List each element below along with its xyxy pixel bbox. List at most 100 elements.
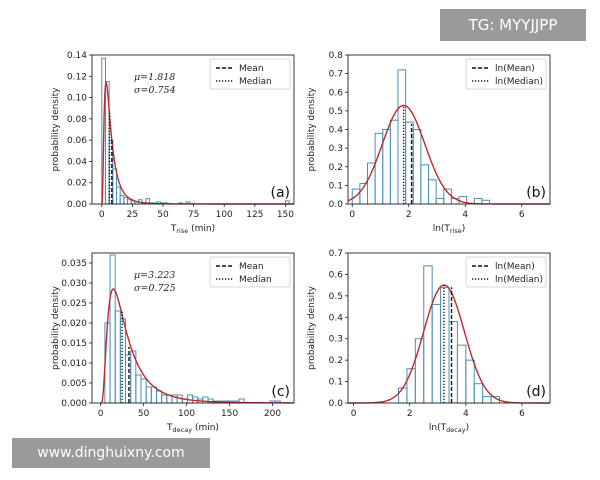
legend-box: [209, 256, 291, 288]
hist-bar: [398, 387, 408, 404]
hist-bar: [119, 318, 127, 404]
x-tick-label: 0: [349, 210, 355, 220]
x-axis-label: ln(Trise): [433, 224, 466, 235]
legend-mean-label: Mean: [239, 64, 264, 74]
panel-b: 0 2 4 6 0.0 0.1 0.2 0.3 0.4 0.5 0.6 0.7 0.8 ln(Trise)…: [307, 51, 551, 235]
x-axis-label-sub: decay: [173, 426, 193, 434]
y-tick-label: 0.14: [67, 51, 87, 61]
y-tick-label: 0.005: [61, 379, 87, 389]
hist-bar: [135, 374, 142, 404]
hist-bar: [145, 386, 152, 404]
x-tick-label: 75: [188, 210, 199, 220]
hist-bar: [473, 383, 484, 404]
y-tick-label: 0.015: [61, 339, 87, 349]
y-tick-label: 0.00: [67, 200, 87, 210]
y-tick-label: 0.000: [61, 399, 87, 409]
fit-curve: [101, 80, 294, 205]
hist-bar: [112, 168, 117, 205]
x-tick-label: 125: [246, 210, 263, 220]
x-tick-label: 6: [519, 210, 525, 220]
x-axis-label-main: ln(T: [429, 423, 447, 433]
stats-annotation: μ=3.223: [134, 270, 175, 281]
y-tick-label: 0.7: [329, 70, 343, 80]
x-tick-label: 200: [264, 409, 281, 419]
x-axis-label-sub: rise: [176, 227, 188, 235]
y-axis-label: probability density: [307, 285, 317, 370]
hist-bar: [374, 132, 384, 205]
x-axis-label-suffix: ): [466, 423, 470, 433]
panel-d: 0 2 4 6 0.0 0.1 0.2 0.3 0.4 0.5 0.6 0.7 ln(Tdecay) pr…: [307, 249, 551, 434]
y-axis-label: probability density: [51, 285, 61, 370]
x-axis-label-sub: decay: [446, 426, 466, 434]
y-tick-label: 0.0: [329, 399, 344, 409]
y-tick-label: 0.10: [67, 94, 87, 104]
x-axis-label: Tdecay (min): [166, 423, 219, 434]
y-tick-label: 0.3: [329, 144, 343, 154]
hist-bar: [440, 286, 450, 404]
y-tick-label: 0.6: [329, 270, 344, 280]
x-axis-label-suffix: (min): [188, 224, 215, 234]
hist-bar: [428, 179, 437, 205]
y-tick-label: 0.025: [61, 299, 87, 309]
hist-bar: [414, 338, 425, 404]
hist-bar: [155, 390, 163, 404]
x-tick-label: 2: [406, 210, 412, 220]
legend-median-label: ln(Median): [495, 275, 543, 285]
panel-a: 0 25 50 75 100 125 150 0.00 0.02 0.04 0.06 0.08 0.10…: [51, 51, 295, 235]
hist-bar: [412, 129, 422, 205]
panel-label: (b): [526, 185, 546, 201]
y-tick-label: 0.6: [329, 88, 344, 98]
y-tick-label: 0.2: [329, 163, 343, 173]
legend-median-label: ln(Median): [495, 77, 543, 87]
y-tick-label: 0.020: [61, 319, 87, 329]
y-axis-label: probability density: [307, 87, 317, 172]
x-axis-label: ln(Tdecay): [429, 423, 469, 434]
hist-bar: [431, 303, 442, 404]
legend-box: [209, 58, 291, 90]
y-tick-label: 0.2: [329, 356, 343, 366]
x-tick-label: 150: [221, 409, 238, 419]
axes-frame: [91, 54, 295, 205]
y-tick-label: 0.035: [61, 259, 87, 269]
legend-median-label: Median: [239, 77, 272, 87]
y-tick-label: 0.7: [329, 249, 343, 259]
hist-bar: [114, 310, 121, 404]
y-tick-label: 0.3: [329, 335, 343, 345]
hist-bar: [161, 394, 168, 404]
x-tick-label: 50: [138, 409, 150, 419]
y-tick-label: 0.1: [329, 181, 343, 191]
hist-bar: [109, 254, 116, 404]
hist-bar: [115, 186, 121, 205]
x-tick-label: 6: [519, 409, 525, 419]
y-tick-label: 0.010: [61, 359, 87, 369]
stats-annotation: σ=0.725: [134, 283, 176, 294]
hist-bar: [366, 162, 376, 205]
hist-bar: [127, 199, 132, 205]
x-tick-label: 25: [127, 210, 138, 220]
hist-bar: [465, 359, 475, 404]
y-axis-label: probability density: [51, 87, 61, 172]
y-tick-label: 0.4: [329, 126, 344, 136]
y-tick-label: 0.12: [67, 72, 87, 82]
x-tick-label: 0: [351, 409, 357, 419]
legend-median-label: Median: [239, 275, 272, 285]
legend-mean-label: Mean: [239, 262, 264, 272]
watermark-bottom: www.dinghuixny.com: [12, 438, 210, 468]
y-tick-label: 0.030: [61, 279, 87, 289]
hist-bar: [125, 354, 132, 404]
x-tick-label: 100: [216, 210, 233, 220]
stats-annotation: σ=0.754: [134, 85, 176, 96]
y-tick-label: 0.5: [329, 292, 343, 302]
fit-curve: [100, 288, 294, 404]
x-tick-label: 4: [462, 210, 468, 220]
legend-mean-label: ln(Mean): [495, 64, 535, 74]
hist-bar: [482, 396, 492, 404]
x-tick-label: 4: [463, 409, 469, 419]
hist-bar: [406, 368, 416, 404]
y-tick-label: 0.5: [329, 107, 343, 117]
panel-label: (d): [526, 384, 546, 400]
legend-box: [465, 58, 547, 90]
y-tick-label: 0.08: [67, 115, 87, 125]
hist-bar: [423, 265, 433, 404]
